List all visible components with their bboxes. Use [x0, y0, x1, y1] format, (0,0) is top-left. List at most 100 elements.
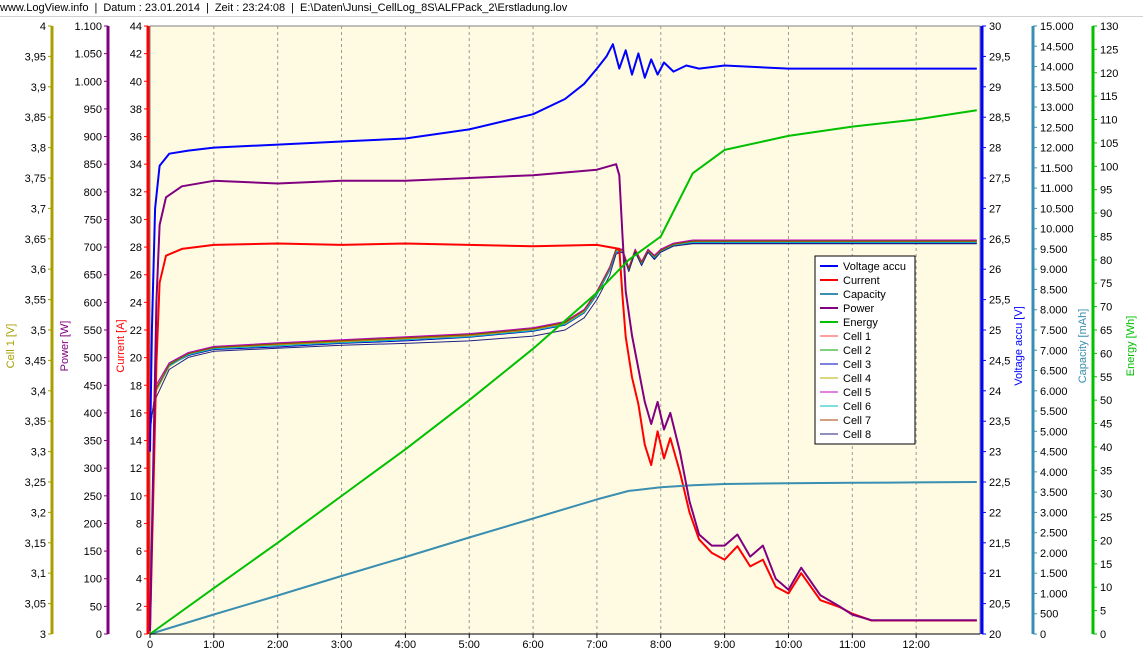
current-tick-label: 20 — [130, 353, 142, 365]
series-group — [149, 43, 977, 635]
power-axis-label: Power [W] — [59, 321, 71, 372]
series-current — [149, 242, 977, 632]
x-tick-label: 5:00 — [459, 639, 480, 651]
cell-tick-label: 3,45 — [25, 355, 46, 367]
energy-tick-label: 15 — [1100, 559, 1112, 571]
energy-tick-label: 50 — [1100, 395, 1112, 407]
energy-tick-label: 20 — [1100, 535, 1112, 547]
energy-tick-label: 5 — [1100, 606, 1106, 618]
voltage-tick-label: 23 — [989, 447, 1001, 459]
energy-tick-label: 10 — [1100, 582, 1112, 594]
left-axes: 3 3,05 3,1 3,15 3,2 3,25 3,3 3,35 3,4 3,45 3,5 3,55… — [5, 21, 150, 641]
capacity-tick-label: 14.500 — [1040, 41, 1074, 53]
voltage-tick-label: 22,5 — [989, 477, 1010, 489]
cell-tick-label: 3,95 — [25, 51, 46, 63]
capacity-tick-label: 4.500 — [1040, 447, 1068, 459]
capacity-tick-label: 6.000 — [1040, 386, 1068, 398]
x-tick-label: 9:00 — [714, 639, 735, 651]
energy-axis-label: Energy [Wh] — [1125, 316, 1137, 377]
capacity-tick-label: 14.000 — [1040, 62, 1074, 74]
x-tick-label: 3:00 — [331, 639, 352, 651]
capacity-tick-label: 7.500 — [1040, 325, 1068, 337]
energy-tick-label: 60 — [1100, 348, 1112, 360]
energy-tick-label: 85 — [1100, 231, 1112, 243]
legend-label: Energy — [843, 317, 878, 329]
voltage-axis-label: Voltage accu [V] — [1013, 306, 1025, 386]
right-axes: 20 20,5 21 21,5 22 22,5 23 23,5 24 24,5 25 25,5 26 26… — [980, 21, 1137, 641]
energy-tick-label: 30 — [1100, 489, 1112, 501]
current-tick-label: 26 — [130, 270, 142, 282]
legend-label: Cell 8 — [843, 429, 871, 441]
voltage-tick-label: 24,5 — [989, 355, 1010, 367]
date-label: Datum : 23.01.2014 — [103, 2, 200, 14]
voltage-tick-label: 29 — [989, 82, 1001, 94]
capacity-tick-label: 13.000 — [1040, 102, 1074, 114]
legend-label: Power — [843, 303, 875, 315]
power-tick-label: 100 — [84, 574, 102, 586]
cell-tick-label: 3 — [40, 629, 46, 641]
cell-tick-label: 3,55 — [25, 295, 46, 307]
voltage-tick-label: 26,5 — [989, 234, 1010, 246]
title-bar: www.LogView.info | Datum : 23.01.2014 | Zeit… — [0, 0, 1143, 17]
series-energy — [149, 109, 977, 635]
voltage-tick-label: 30 — [989, 21, 1001, 33]
energy-tick-label: 120 — [1100, 68, 1118, 80]
capacity-tick-label: 1.000 — [1040, 588, 1068, 600]
capacity-tick-label: 500 — [1040, 609, 1058, 621]
current-tick-label: 22 — [130, 325, 142, 337]
capacity-tick-label: 3.000 — [1040, 507, 1068, 519]
voltage-tick-label: 27,5 — [989, 173, 1010, 185]
current-tick-label: 36 — [130, 132, 142, 144]
legend-label: Cell 7 — [843, 415, 871, 427]
capacity-tick-label: 3.500 — [1040, 487, 1068, 499]
energy-tick-label: 80 — [1100, 255, 1112, 267]
legend-label: Cell 2 — [843, 345, 871, 357]
series-power — [149, 163, 977, 632]
power-tick-label: 550 — [84, 325, 102, 337]
energy-tick-label: 45 — [1100, 419, 1112, 431]
capacity-tick-label: 9.500 — [1040, 244, 1068, 256]
capacity-tick-label: 13.500 — [1040, 82, 1074, 94]
voltage-tick-label: 21,5 — [989, 538, 1010, 550]
cell-tick-label: 3,75 — [25, 173, 46, 185]
energy-tick-label: 35 — [1100, 465, 1112, 477]
cell-tick-label: 3,3 — [31, 447, 46, 459]
power-tick-label: 0 — [96, 629, 102, 641]
x-tick-label: 2:00 — [267, 639, 288, 651]
power-tick-label: 750 — [84, 214, 102, 226]
power-tick-label: 650 — [84, 270, 102, 282]
current-tick-label: 30 — [130, 214, 142, 226]
cell-axis-label: Cell 1 [V] — [5, 324, 17, 369]
power-tick-label: 200 — [84, 518, 102, 530]
energy-tick-label: 75 — [1100, 278, 1112, 290]
energy-tick-label: 65 — [1100, 325, 1112, 337]
x-tick-label: 8:00 — [650, 639, 671, 651]
capacity-tick-label: 5.500 — [1040, 406, 1068, 418]
series-cell-6 — [149, 241, 977, 434]
capacity-tick-label: 11.000 — [1040, 183, 1073, 195]
power-tick-label: 800 — [84, 187, 102, 199]
cell-tick-label: 3,2 — [31, 507, 46, 519]
x-tick-label: 6:00 — [522, 639, 543, 651]
current-tick-label: 40 — [130, 76, 142, 88]
voltage-tick-label: 28,5 — [989, 112, 1010, 124]
capacity-axis-label: Capacity [mAh] — [1077, 309, 1089, 384]
series-voltage-accu — [149, 43, 977, 452]
power-tick-label: 900 — [84, 132, 102, 144]
voltage-tick-label: 26 — [989, 264, 1001, 276]
capacity-tick-label: 15.000 — [1040, 21, 1074, 33]
energy-tick-label: 125 — [1100, 44, 1118, 56]
power-tick-label: 250 — [84, 491, 102, 503]
voltage-tick-label: 21 — [989, 568, 1001, 580]
series-cell-8 — [149, 243, 977, 434]
capacity-tick-label: 10.500 — [1040, 203, 1074, 215]
site-label[interactable]: www.LogView.info — [0, 2, 89, 14]
cell-tick-label: 3,7 — [31, 203, 46, 215]
energy-tick-label: 55 — [1100, 372, 1112, 384]
cell-tick-label: 3,35 — [25, 416, 46, 428]
series-capacity — [149, 481, 977, 635]
voltage-tick-label: 20,5 — [989, 599, 1010, 611]
power-tick-label: 1.100 — [74, 21, 102, 33]
power-tick-label: 700 — [84, 242, 102, 254]
legend: Voltage accu Current Capacity Power Energy Ce… — [814, 255, 916, 445]
